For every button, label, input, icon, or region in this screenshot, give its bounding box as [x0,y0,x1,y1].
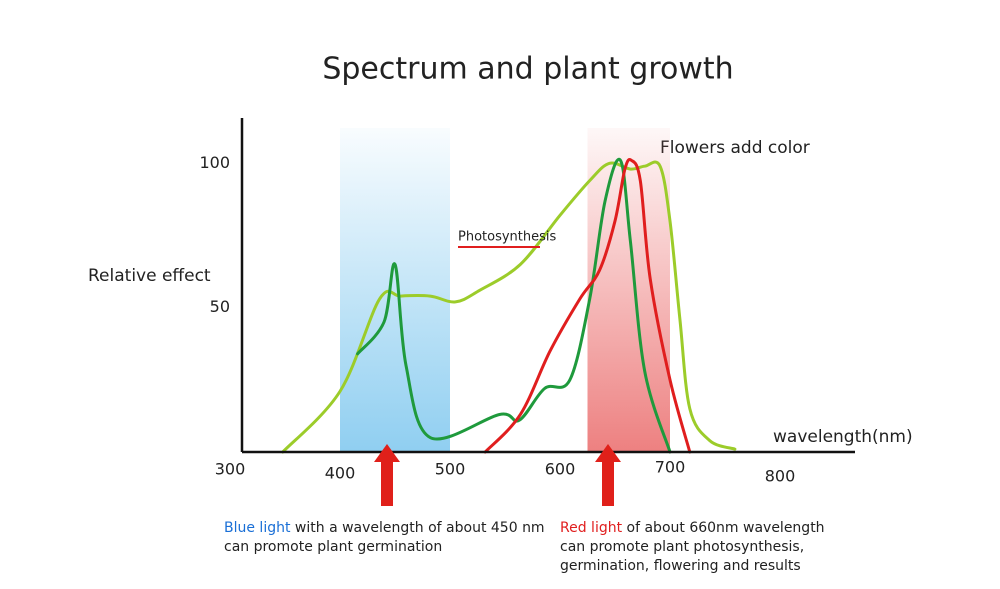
caption-text: with a wavelength of about 450 nm [290,520,544,536]
caption: Blue light with a wavelength of about 45… [224,520,545,536]
series-line [483,158,692,454]
red-arrow [595,444,621,506]
x-tick-label: 400 [325,464,356,483]
y-axis-label: Relative effect [88,266,211,286]
caption-line: can promote plant germination [224,539,442,555]
series-line [281,160,737,454]
x-tick-label: 700 [655,458,686,477]
chart-title: Spectrum and plant growth [322,52,733,87]
x-tick-label: 500 [435,460,466,479]
blue-arrow [374,444,400,506]
caption: Red light of about 660nm wavelength [560,520,825,536]
y-tick-label: 100 [199,153,230,172]
caption-line: can promote plant photosynthesis, [560,539,804,555]
wavelength-band [587,128,670,452]
x-tick-label: 800 [765,467,796,486]
x-axis-label: wavelength(nm) [773,427,913,447]
x-tick-label: 300 [215,460,246,479]
series-label: Photosynthesis [458,230,557,245]
caption-highlight: Blue light [224,520,291,536]
caption-text: of about 660nm wavelength [622,520,824,536]
annotation: Flowers add color [660,138,810,158]
y-tick-label: 50 [210,297,230,316]
caption-highlight: Red light [560,520,623,536]
x-tick-label: 600 [545,460,576,479]
series-line [356,157,672,454]
wavelength-band [340,128,450,452]
caption-line: germination, flowering and results [560,558,801,574]
